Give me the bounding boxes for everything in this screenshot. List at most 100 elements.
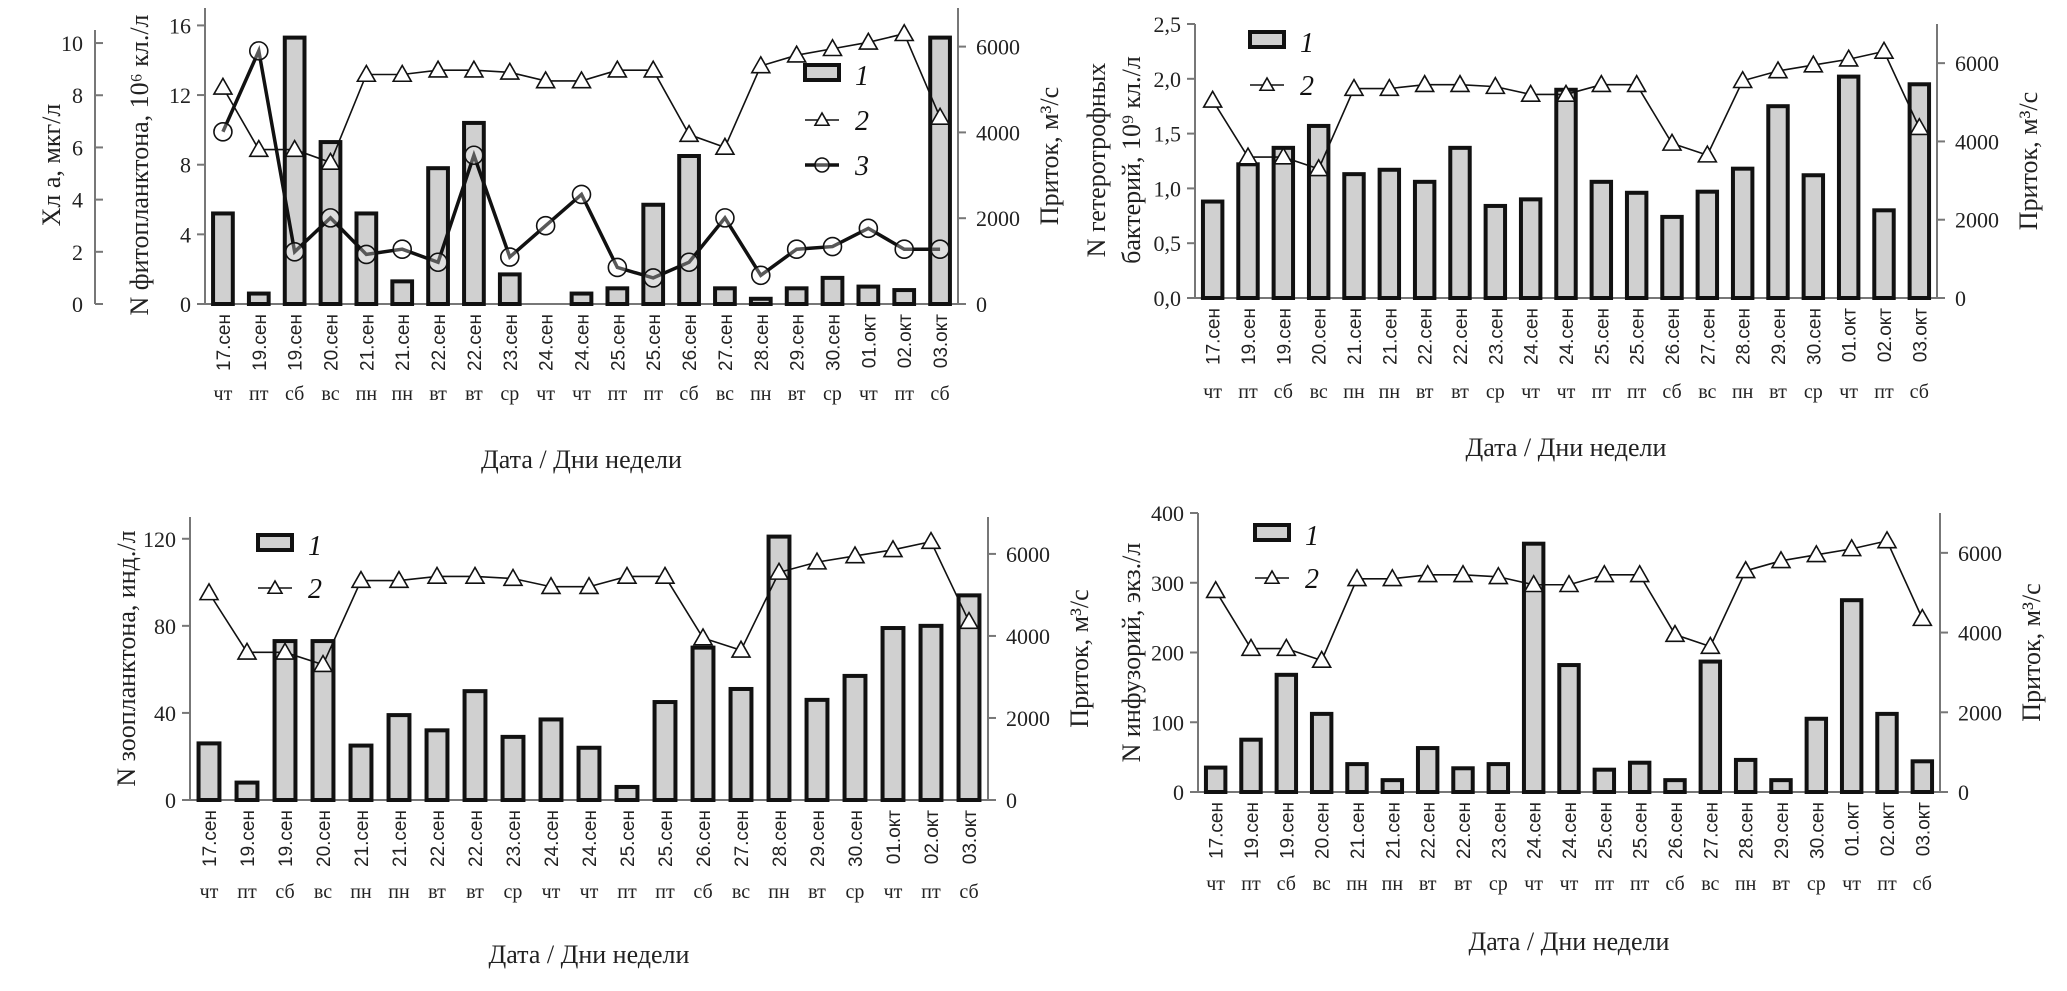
bar (1380, 778, 1405, 795)
bar (569, 291, 594, 307)
legend-swatch-bar (256, 533, 294, 552)
bar (956, 593, 982, 802)
legend-label: 2 (1300, 71, 1314, 102)
inflow-point (1452, 564, 1474, 583)
day-of-week-label: чт (200, 881, 219, 903)
bar (1769, 778, 1793, 795)
chlorophyll-point (930, 239, 950, 259)
x-tick-label: 20.сен (1313, 802, 1334, 859)
x-tick-label: 27.сен (716, 314, 737, 371)
legend-label: 2 (1305, 564, 1319, 595)
bar (576, 745, 602, 802)
x-tick-label: 25.сен (1592, 308, 1613, 365)
x-tick-label: 26.сен (680, 314, 701, 371)
day-of-week-label: сб (930, 383, 949, 405)
bar (1660, 214, 1684, 300)
day-of-week-label: ср (1804, 381, 1823, 403)
bar (1663, 778, 1687, 795)
x-tick-label: 29.сен (788, 314, 809, 371)
x-tick-label: 22.сен (428, 810, 449, 867)
bar (677, 154, 701, 306)
inflow-point (1626, 74, 1648, 93)
x-tick-label: 20.сен (314, 810, 335, 867)
y-tick-label-right: 0 (976, 292, 987, 317)
x-tick-label: 26.сен (1666, 802, 1687, 859)
y-axis-title-left: N фитопланктона, 10⁶ кл./л (125, 14, 154, 315)
y-tick-label-left: 16 (169, 13, 191, 38)
bar (713, 286, 737, 306)
inflow-point (642, 59, 664, 78)
y-axis-title-right: Приток, м³/с (2017, 583, 2046, 721)
x-tick-label: 27.сен (1701, 802, 1722, 859)
day-of-week-label: чт (1206, 873, 1225, 895)
bar (1518, 197, 1543, 300)
y-tick-label-outer: 8 (72, 83, 83, 108)
bar (1451, 766, 1475, 794)
x-tick-label: 22.сен (1419, 802, 1440, 859)
bar (1239, 737, 1263, 794)
x-axis-title: Дата / Дни недели (1469, 927, 1670, 956)
inflow-point (1699, 635, 1721, 655)
y-tick-label-left: 4 (180, 222, 191, 247)
x-tick-label: 25.сен (1628, 308, 1649, 365)
inflow-point (1272, 146, 1294, 165)
y-axis-title-outer: Хл a, мкг/л (37, 104, 66, 227)
x-tick-label: 03.окт (960, 810, 981, 865)
bar (1557, 663, 1581, 794)
chlorophyll-point (320, 208, 341, 228)
x-tick-label: 24.сен (1557, 308, 1578, 365)
day-of-week-label: пт (1874, 381, 1894, 403)
inflow-point (1770, 550, 1792, 569)
legend-label: 3 (854, 151, 869, 182)
x-tick-label: 01.окт (1840, 308, 1861, 363)
bar (1839, 598, 1864, 794)
day-of-week-label: чт (572, 383, 591, 405)
x-tick-label: 23.сен (504, 810, 525, 867)
day-of-week-label: пт (1238, 381, 1258, 403)
x-tick-label: 28.сен (770, 810, 791, 867)
chlorophyll-point (392, 239, 413, 259)
x-tick-label: 25.сен (1595, 802, 1616, 859)
bar (386, 713, 412, 802)
y-tick-label-outer: 4 (72, 188, 83, 213)
bar (1271, 145, 1296, 300)
x-tick-label: 20.сен (1310, 308, 1331, 365)
day-of-week-label: ср (846, 881, 865, 903)
day-of-week-label: чт (859, 383, 878, 405)
y-tick-label-left: 40 (154, 701, 176, 726)
inflow-point (320, 151, 341, 170)
chlorophyll-point (894, 239, 915, 259)
y-tick-label-left: 0 (180, 292, 191, 317)
x-tick-label: 21.сен (1380, 308, 1401, 365)
chlorophyll-point (679, 252, 699, 273)
chlorophyll-point (607, 257, 628, 278)
y-tick-label-right: 2000 (1955, 208, 1999, 233)
x-tick-label: 21.сен (390, 810, 411, 867)
x-tick-label: 21.сен (352, 810, 373, 867)
x-tick-label: 29.сен (1772, 802, 1793, 859)
y-axis-title-left: N инфузорий, экз./л (1117, 543, 1146, 763)
x-tick-label: 17.сен (214, 314, 235, 371)
day-of-week-label: ср (1489, 873, 1508, 895)
x-tick-label: 24.сен (1525, 802, 1546, 859)
inflow-point (806, 551, 828, 570)
bar (1907, 82, 1932, 300)
y-tick-label-right: 4000 (1006, 624, 1050, 649)
inflow-point (1664, 623, 1686, 643)
day-of-week-label: пн (1346, 873, 1368, 895)
x-tick-label: 22.сен (1454, 802, 1475, 859)
inflow-point (1275, 637, 1297, 657)
legend-label: 1 (1305, 521, 1319, 552)
inflow-point (1343, 77, 1365, 97)
bar (1521, 541, 1546, 794)
inflow-point (236, 641, 258, 660)
inflow-point (212, 76, 234, 95)
x-tick-label: 23.сен (501, 314, 522, 371)
bar (348, 743, 374, 802)
inflow-point (893, 23, 915, 42)
legend: 12 (256, 531, 322, 605)
inflow-point (1841, 538, 1863, 557)
legend-swatch-bar (803, 63, 841, 82)
bar (1483, 203, 1508, 301)
